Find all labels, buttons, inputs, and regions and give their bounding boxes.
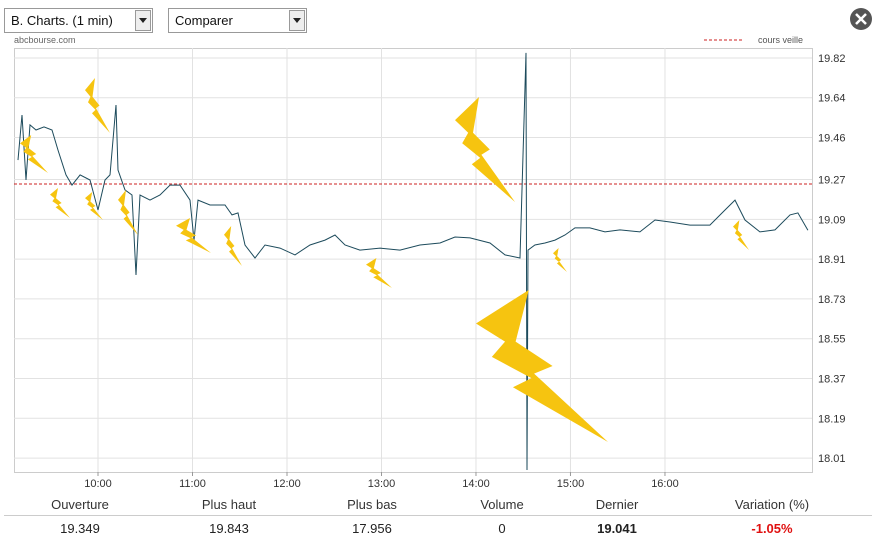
y-tick-label: 19.09 bbox=[818, 214, 846, 226]
stat-header: Dernier bbox=[596, 497, 639, 512]
stat-header: Plus bas bbox=[347, 497, 397, 512]
lightning-bolt bbox=[176, 218, 211, 253]
x-tick-label: 16:00 bbox=[651, 478, 679, 490]
y-tick-label: 18.91 bbox=[818, 254, 846, 266]
x-tick-label: 11:00 bbox=[179, 478, 206, 490]
source-label: abcbourse.com bbox=[14, 35, 76, 45]
lightning-bolt bbox=[733, 220, 749, 250]
x-tick-label: 13:00 bbox=[368, 478, 396, 490]
stat-value: 19.041 bbox=[597, 521, 637, 536]
stat-header: Variation (%) bbox=[735, 497, 809, 512]
stat-value: 17.956 bbox=[352, 521, 392, 536]
stat-value: -1.05% bbox=[751, 521, 793, 536]
select-box[interactable] bbox=[4, 8, 153, 33]
lightning-bolt bbox=[224, 226, 242, 266]
lightning-bolt bbox=[476, 290, 608, 442]
x-tick-label: 15:00 bbox=[557, 478, 585, 490]
y-tick-label: 18.73 bbox=[818, 294, 846, 306]
x-tick-label: 10:00 bbox=[84, 478, 112, 490]
lightning-bolt bbox=[50, 188, 70, 218]
y-tick-label: 19.46 bbox=[818, 133, 846, 145]
select-arrow bbox=[139, 18, 147, 23]
select-text: B. Charts. (1 min) bbox=[11, 13, 113, 28]
legend-label: cours veille bbox=[758, 35, 803, 45]
lightning-bolt bbox=[118, 190, 138, 235]
y-tick-label: 18.19 bbox=[818, 413, 846, 425]
stat-header: Ouverture bbox=[51, 497, 109, 512]
period-select[interactable]: B. Charts. (1 min) bbox=[4, 8, 153, 33]
select-text: Comparer bbox=[175, 13, 233, 28]
stat-header: Plus haut bbox=[202, 497, 257, 512]
x-tick-label: 12:00 bbox=[273, 478, 301, 490]
lightning-bolt bbox=[553, 248, 567, 272]
y-tick-label: 19.64 bbox=[818, 93, 846, 105]
price-line bbox=[17, 52, 809, 471]
select-box[interactable] bbox=[168, 8, 307, 33]
x-tick-label: 14:00 bbox=[462, 478, 490, 490]
y-tick-label: 19.27 bbox=[818, 175, 846, 187]
stat-value: 19.843 bbox=[209, 521, 249, 536]
stats-table: Ouverture 19.349 Plus haut 19.843 Plus bas 17… bbox=[51, 497, 809, 536]
close-icon bbox=[855, 13, 867, 25]
decorations bbox=[20, 78, 749, 442]
y-tick-label: 18.55 bbox=[818, 334, 846, 346]
stat-header: Volume bbox=[480, 497, 523, 512]
select-arrow bbox=[293, 18, 301, 23]
y-tick-label: 19.82 bbox=[818, 53, 846, 65]
lightning-bolt bbox=[455, 97, 515, 202]
plot-frame bbox=[14, 48, 813, 473]
compare-select[interactable]: Comparer bbox=[168, 8, 307, 33]
lightning-bolt bbox=[85, 78, 110, 133]
stat-value: 0 bbox=[498, 521, 505, 536]
y-tick-label: 18.01 bbox=[818, 453, 846, 465]
lightning-bolt bbox=[366, 258, 392, 288]
y-tick-label: 18.37 bbox=[818, 373, 846, 385]
stat-value: 19.349 bbox=[60, 521, 100, 536]
close-button[interactable] bbox=[850, 8, 872, 30]
plot: 18.01 18.19 18.37 18.55 18.73 18.91 19.09 19.27… bbox=[14, 48, 846, 490]
